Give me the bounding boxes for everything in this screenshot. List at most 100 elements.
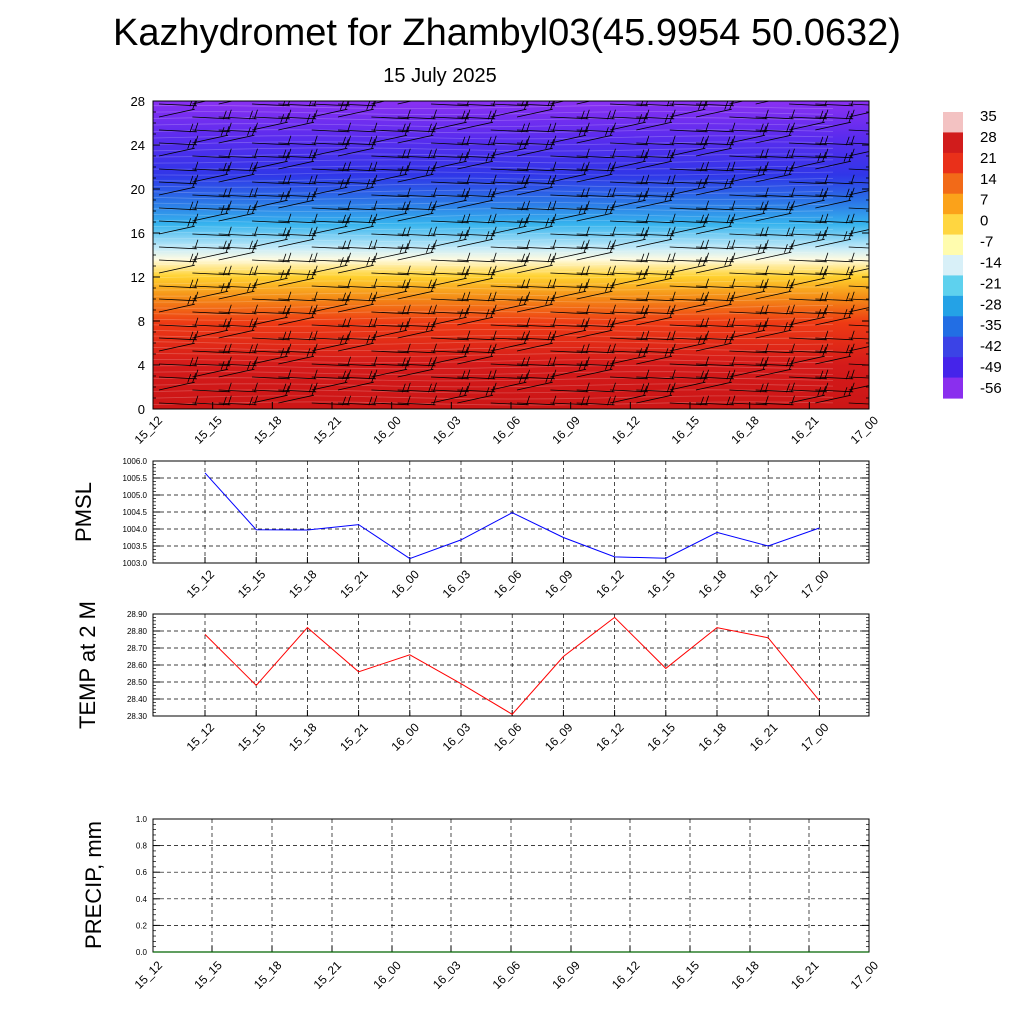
x-tick-label: 16_21	[788, 413, 822, 447]
temperature-field	[153, 101, 869, 409]
colorbar-label: 7	[980, 192, 988, 209]
wind-barb	[695, 135, 736, 146]
wind-barb	[457, 269, 495, 287]
wind-barb	[311, 373, 349, 391]
colorbar-swatch	[943, 112, 963, 134]
wind-barb	[789, 343, 829, 354]
wind-barb	[875, 295, 912, 312]
wind-barb	[278, 226, 318, 237]
wind-barb	[457, 109, 497, 120]
wind-barb	[457, 148, 497, 159]
wind-barb	[576, 278, 616, 289]
x-tick-label: 16_21	[747, 567, 781, 601]
wind-barb	[311, 295, 349, 313]
chart-title: Kazhydromet for Zhambyl03(45.9954 50.063…	[113, 12, 901, 54]
wind-barb	[729, 278, 769, 289]
x-tick-label: 15_12	[132, 413, 166, 447]
isoline	[153, 195, 834, 200]
y-tick-label: 0.8	[136, 842, 148, 851]
isoline	[153, 389, 834, 394]
wind-barb	[848, 190, 869, 196]
wind-barb	[192, 343, 232, 354]
wind-barb	[192, 395, 232, 406]
colorbar-swatch	[943, 255, 963, 277]
wind-barb	[311, 217, 349, 235]
temp-y-axis: 28.30 28.40 28.50 28.60 28.70 28.80 28.90	[127, 610, 869, 721]
x-tick-label: 16_18	[728, 413, 762, 447]
wind-barb	[252, 369, 292, 380]
colorbar-swatch	[943, 173, 963, 195]
wind-barb	[815, 226, 855, 237]
wind-barb	[218, 200, 258, 211]
wind-barb	[576, 321, 614, 339]
pmsl-grid	[153, 461, 869, 563]
wind-barb	[669, 252, 709, 263]
wind-barb	[490, 356, 530, 367]
wind-barb	[252, 174, 292, 185]
y-tick-label: 0.6	[136, 868, 148, 877]
wind-barb	[371, 395, 411, 406]
wind-barb	[550, 356, 590, 367]
wind-barb	[755, 239, 795, 250]
isoline	[153, 171, 834, 176]
isoline	[153, 159, 834, 164]
wind-barb	[669, 295, 707, 313]
y-tick-label: 28.30	[127, 712, 148, 721]
wind-barb	[789, 187, 829, 198]
wind-barb	[789, 148, 829, 159]
wind-barb	[669, 135, 709, 146]
wind-barb	[789, 174, 829, 185]
wind-barb	[252, 330, 292, 341]
colorbar-label: -7	[980, 234, 993, 251]
isoline	[153, 328, 834, 333]
wind-barb	[490, 395, 530, 406]
wind-barb	[218, 317, 258, 328]
x-tick-label: 16_15	[644, 720, 678, 754]
x-tick-label: 17_00	[798, 567, 832, 601]
wind-barb	[397, 395, 437, 406]
wind-barb	[457, 191, 495, 209]
wind-barb	[337, 252, 378, 263]
wind-barb	[875, 279, 914, 289]
wind-barb	[431, 265, 471, 276]
wind-barb	[669, 174, 709, 185]
wind-barb	[550, 101, 566, 105]
wind-barb	[397, 161, 437, 172]
wind-barb	[848, 151, 869, 157]
y-tick-label: 1003.0	[123, 559, 148, 568]
x-tick-label: 16_18	[696, 567, 730, 601]
wind-barb	[430, 113, 469, 131]
wind-barb	[636, 308, 674, 326]
wind-barb	[609, 386, 648, 404]
wind-barb	[337, 135, 378, 146]
wind-barb	[875, 370, 914, 379]
wind-barb	[788, 347, 827, 365]
wind-barb	[192, 317, 232, 328]
wind-barb	[397, 239, 437, 250]
isoline	[153, 353, 834, 358]
wind-barb	[610, 109, 650, 120]
wind-barb	[610, 187, 650, 198]
wind-barb	[457, 265, 497, 276]
wind-barb	[669, 317, 709, 328]
wind-barb	[371, 304, 411, 315]
wind-barb	[789, 265, 829, 276]
wind-barb	[457, 343, 497, 354]
chart-subtitle: 15 July 2025	[383, 65, 497, 87]
isoline	[153, 365, 834, 370]
wind-barb	[729, 187, 769, 198]
x-tick-label: 16_03	[440, 567, 474, 601]
wind-barb	[311, 135, 351, 146]
isoline	[153, 401, 834, 406]
wind-barb	[218, 395, 258, 406]
wind-barb	[311, 395, 351, 406]
x-tick-label: 16_00	[388, 567, 422, 601]
wind-barb	[218, 356, 258, 367]
wind-barb	[848, 112, 869, 118]
wind-barb	[610, 135, 650, 146]
isoline	[153, 274, 834, 279]
wind-barb	[371, 356, 411, 367]
wind-barb	[516, 135, 557, 146]
wind-barb	[430, 191, 469, 209]
wind-barb	[516, 178, 555, 196]
